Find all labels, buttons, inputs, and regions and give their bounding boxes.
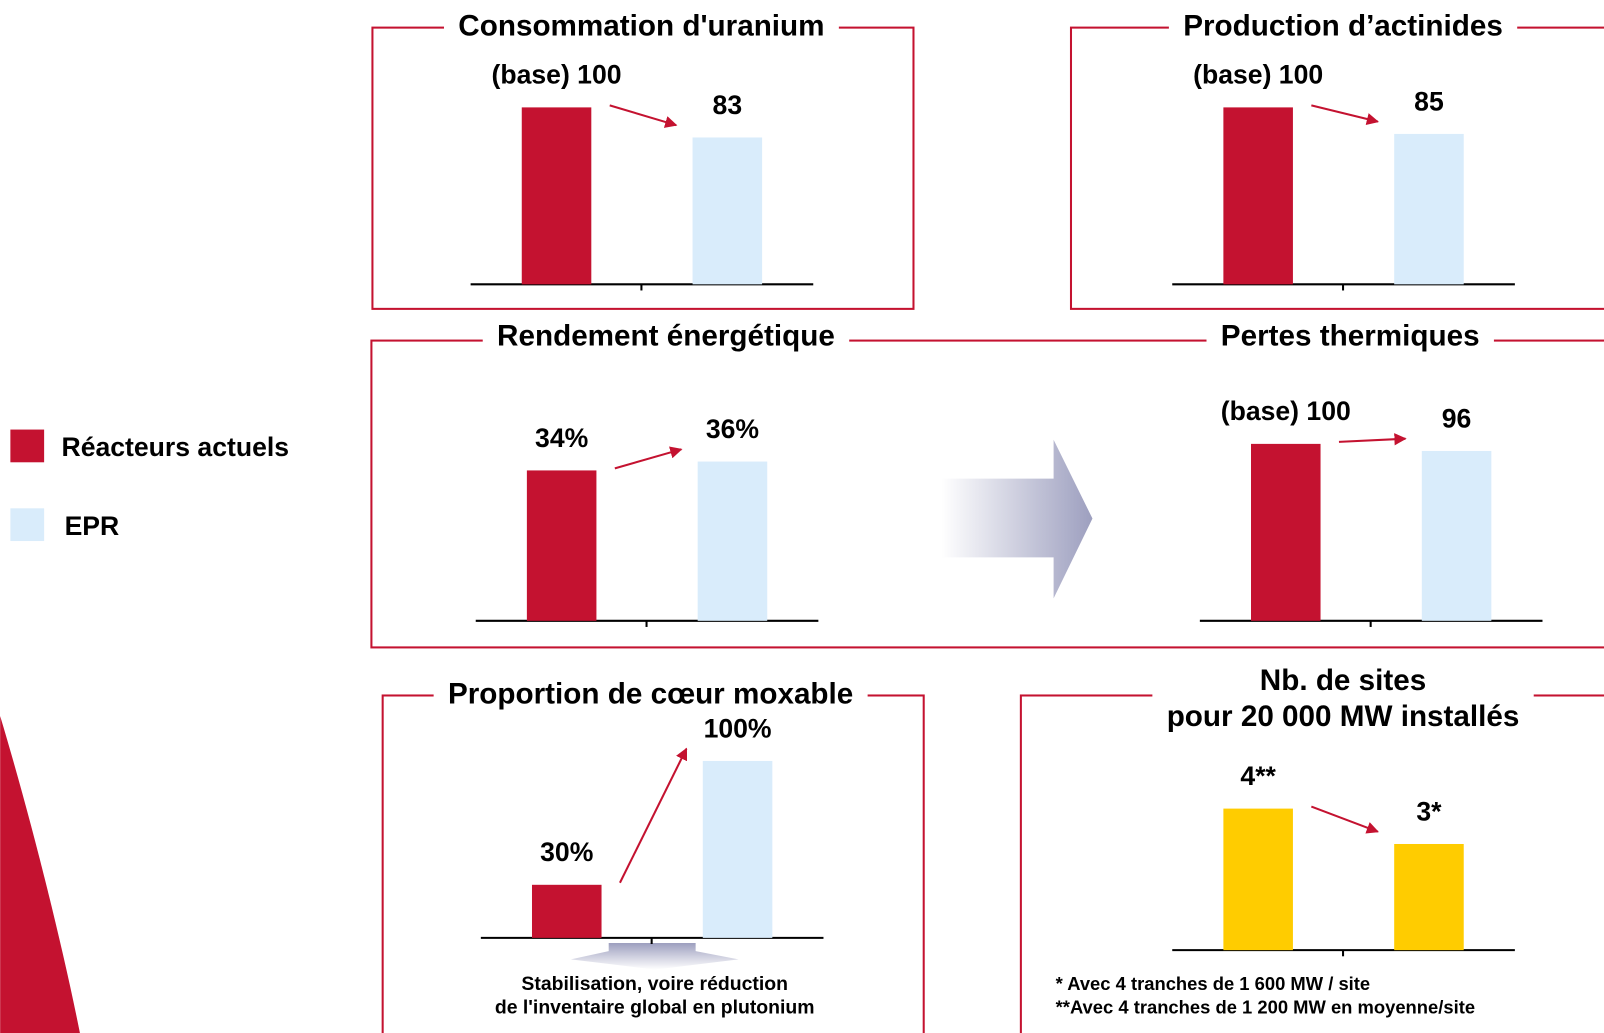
bar: [697, 461, 768, 621]
value-label: 36%: [706, 414, 759, 444]
title-gap: [1168, 1, 1518, 51]
big-arrow: [941, 439, 1093, 599]
trend-arrow: [1310, 805, 1379, 834]
bar: [1223, 808, 1293, 951]
annotation: * Avec 4 tranches de 1 600 MW / site: [1056, 973, 1370, 994]
title-gap: [1152, 691, 1534, 741]
title-gap: [443, 1, 839, 51]
annotation: Stabilisation, voire réduction: [521, 973, 788, 995]
chart-title: Rendement énergétique: [497, 319, 835, 352]
legend-label: Réacteurs actuels: [62, 432, 290, 462]
bar: [1394, 133, 1464, 285]
value-label: 34%: [535, 423, 588, 453]
masks: [433, 1, 1534, 741]
content: Réacteurs actuels EPR Consommation d'urani…: [10, 9, 1543, 1019]
bar: [692, 137, 763, 285]
decoration: [0, 715, 80, 1033]
chart-title: Production d’actinides: [1183, 9, 1503, 42]
value-label: 3*: [1416, 796, 1442, 826]
bar: [531, 884, 602, 938]
frame: [371, 26, 915, 310]
legend-label: EPR: [65, 511, 120, 541]
bar: [1250, 443, 1321, 621]
bar: [1421, 450, 1492, 621]
frame: [1069, 26, 1604, 310]
value-label: (base) 100: [492, 60, 622, 90]
title-gap: [482, 311, 850, 361]
chart-subtitle: pour 20 000 MW installés: [1167, 700, 1520, 733]
frame: [370, 339, 1604, 649]
value-label: 30%: [540, 837, 593, 867]
trend-arrow: [609, 104, 678, 128]
chart-title: Pertes thermiques: [1221, 319, 1480, 352]
down-arrow: [570, 942, 739, 970]
value-label: 96: [1442, 403, 1472, 433]
frames: [0, 26, 1604, 1033]
bar: [1223, 107, 1293, 285]
trend-arrow: [1338, 433, 1407, 446]
value-label: (base) 100: [1193, 60, 1323, 90]
trend-arrow: [619, 747, 688, 884]
trend-arrow: [614, 446, 683, 470]
chart-title: Proportion de cœur moxable: [448, 677, 853, 710]
chart-title: Nb. de sites: [1260, 664, 1426, 697]
bar: [1394, 843, 1464, 951]
bar: [702, 760, 773, 938]
bar: [526, 470, 597, 621]
value-label: (base) 100: [1221, 396, 1351, 426]
value-label: 100%: [704, 713, 772, 743]
value-label: 83: [713, 90, 743, 120]
bar: [521, 107, 592, 285]
value-label: 85: [1414, 86, 1444, 116]
legend-swatch: [10, 508, 45, 542]
value-label: 4**: [1240, 761, 1276, 791]
trend-arrow: [1311, 104, 1380, 125]
legend-swatch: [10, 429, 45, 463]
annotation: **Avec 4 tranches de 1 200 MW en moyenne…: [1056, 996, 1475, 1017]
title-gap: [1206, 311, 1494, 361]
title-gap: [433, 669, 868, 719]
annotation: de l'inventaire global en plutonium: [495, 997, 815, 1019]
chart-title: Consommation d'uranium: [458, 9, 824, 42]
